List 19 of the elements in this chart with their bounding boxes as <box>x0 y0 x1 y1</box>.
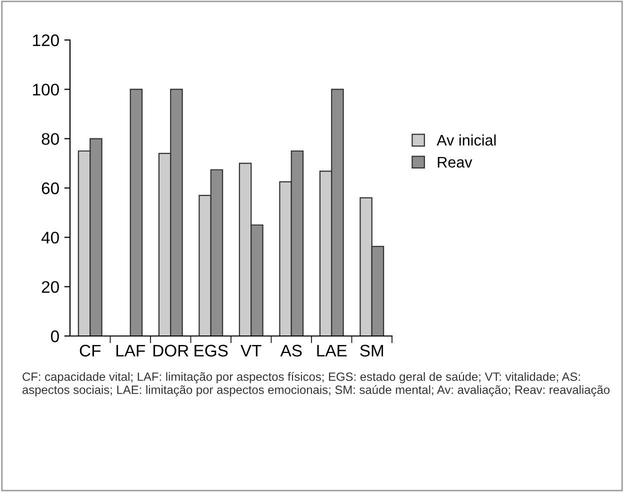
x-tick-label: VT <box>240 344 262 356</box>
y-tick-label: 0 <box>50 330 59 342</box>
x-tick-label: SM <box>360 344 384 357</box>
x-tick-label: LAF <box>116 344 145 356</box>
x-tick-label: EGS <box>194 344 228 357</box>
x-tick-label: LAE <box>317 344 347 356</box>
x-tick-label: AS <box>280 344 302 357</box>
x-tick-label: DOR <box>153 344 188 357</box>
text: CF: capacidade vital; LAF: limitação por aspectos físicos; EGS: estado geral de saúde; VT: vitalidade; AS: aspectos sociais; LAE: limitação por aspectos emocionais; SM: saúde mental; Av: avaliação; Reav: reavaliação <box>22 372 610 396</box>
legend-label: Reav <box>438 156 472 168</box>
y-tick-label: 20 <box>42 281 59 293</box>
y-tick-label: 100 <box>33 84 59 96</box>
bar <box>130 88 143 336</box>
legend-label: Av inicial <box>436 134 496 146</box>
y-tick-label: 80 <box>42 133 59 145</box>
y-tick-label: 40 <box>41 232 59 244</box>
y-tick-label: 60 <box>42 182 59 194</box>
y-tick-label: 120 <box>33 34 59 46</box>
x-tick-label: CF <box>80 344 101 357</box>
